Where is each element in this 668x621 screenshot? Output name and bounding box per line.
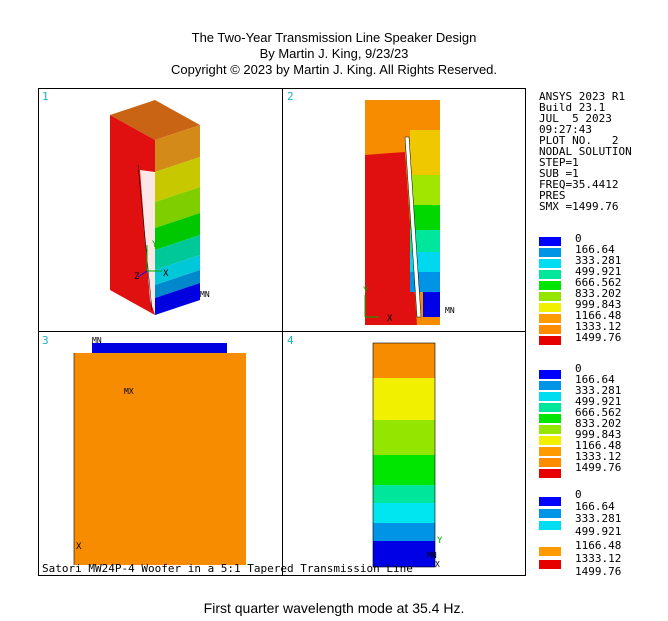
legend-2-value-2: 333.281 <box>575 384 622 397</box>
legend-3-swatch-0 <box>539 497 561 506</box>
plot-number-3: 3 <box>42 334 49 347</box>
legend-1-swatch-9 <box>539 336 561 345</box>
legend-2-swatch-4 <box>539 414 561 423</box>
info-line-5: PLOT NO. 2 <box>539 134 619 147</box>
info-line-10: PRES <box>539 189 566 202</box>
plot-3-axis-x: X <box>76 542 82 552</box>
info-line-2: Build 23.1 <box>539 101 606 114</box>
legend-1-value-1: 166.64 <box>575 243 615 256</box>
plot-1-axis-y: Y <box>152 240 158 250</box>
legend-1-value-3: 499.921 <box>575 265 622 278</box>
legend-1-value-8: 1333.12 <box>575 320 622 333</box>
plot-number-1: 1 <box>42 90 49 103</box>
title-line-2: By Martin J. King, 9/23/23 <box>259 46 409 61</box>
legend-1-value-5: 833.202 <box>575 287 622 300</box>
plot-2-section-view: Y X MN <box>363 100 455 325</box>
legend-1-swatch-8 <box>539 325 561 334</box>
info-line-11: SMX =1499.76 <box>539 200 619 213</box>
plot-number-2: 2 <box>287 90 294 103</box>
figure-caption: First quarter wavelength mode at 35.4 Hz… <box>203 600 465 616</box>
legend-1-swatch-0 <box>539 237 561 246</box>
legend-3-swatch-7 <box>539 547 561 556</box>
legend-2-swatch-9 <box>539 469 561 478</box>
plot-1-axis-z: Z <box>134 272 140 282</box>
plot-1-axis-x: X <box>163 269 169 279</box>
plot-divider-vertical <box>282 88 283 576</box>
plot-number-4: 4 <box>287 334 294 347</box>
legend-2-swatch-5 <box>539 425 561 434</box>
legend-3-swatch-2 <box>539 521 561 530</box>
box-top-face <box>110 100 200 140</box>
legend-1-swatch-2 <box>539 259 561 268</box>
title-line-1: The Two-Year Transmission Line Speaker D… <box>191 30 477 45</box>
plot-4-mn-tag: MN <box>427 551 437 560</box>
legend-3-value-1: 166.64 <box>575 500 615 513</box>
legend-1-value-7: 1166.48 <box>575 309 622 322</box>
legend-1-value-4: 666.562 <box>575 276 622 289</box>
legend-3-value-4: 1166.48 <box>575 539 622 552</box>
legend-2-swatch-6 <box>539 436 561 445</box>
plot-1-mn-tag: MN <box>200 290 210 299</box>
legend-3-value-0: 0 <box>575 488 582 501</box>
legend-3-value-3: 499.921 <box>575 525 622 538</box>
legend-1-swatch-6 <box>539 303 561 312</box>
legend-1-swatch-7 <box>539 314 561 323</box>
legend-2-swatch-8 <box>539 458 561 467</box>
plot-2-axis-x: X <box>387 314 393 324</box>
info-line-6: NODAL SOLUTION <box>539 145 632 158</box>
plot-subtitle: Satori MW24P-4 Woofer in a 5:1 Tapered T… <box>42 562 413 575</box>
legend-3-swatch-9 <box>539 560 561 569</box>
plot-4-axis-x: X <box>435 560 440 569</box>
legend-2-value-4: 666.562 <box>575 406 622 419</box>
legend-1-swatch-5 <box>539 292 561 301</box>
info-line-9: FREQ=35.4412 <box>539 178 619 191</box>
legend-2-value-9: 1499.76 <box>575 461 622 474</box>
legend-2-value-8: 1333.12 <box>575 450 622 463</box>
legend-1-value-9: 1499.76 <box>575 331 622 344</box>
plot-divider-horizontal <box>38 331 526 332</box>
info-line-1: ANSYS 2023 R1 <box>539 90 626 103</box>
legend-2-value-6: 999.843 <box>575 428 622 441</box>
plot-2-axis-y: Y <box>363 286 369 296</box>
legend-2-swatch-2 <box>539 392 561 401</box>
title-line-3: Copyright © 2023 by Martin J. King. All … <box>170 62 498 77</box>
legend-2-value-7: 1166.48 <box>575 439 622 452</box>
plot-3-mx-tag: MX <box>124 387 134 396</box>
legend-3-value-5: 1333.12 <box>575 552 622 565</box>
plot-4-back-view: Y MN X <box>372 342 443 569</box>
legend-3-value-6: 1499.76 <box>575 565 622 578</box>
legend-1-value-2: 333.281 <box>575 254 622 267</box>
plot-1-isometric-view: Y X Z MN <box>110 100 210 315</box>
legend-1-value-0: 0 <box>575 232 582 245</box>
info-line-4: 09:27:43 <box>539 123 592 136</box>
legend-3-value-2: 333.281 <box>575 512 622 525</box>
legend-2-swatch-7 <box>539 447 561 456</box>
legend-2-value-5: 833.202 <box>575 417 622 430</box>
box-left-face <box>110 115 155 315</box>
legend-2-swatch-3 <box>539 403 561 412</box>
info-line-8: SUB =1 <box>539 167 579 180</box>
plot-4-axis-y: Y <box>437 536 443 546</box>
plot-3-front-view: MN MX X <box>73 336 246 565</box>
legend-2-value-0: 0 <box>575 362 582 375</box>
legend-2-value-3: 499.921 <box>575 395 622 408</box>
legend-1-swatch-3 <box>539 270 561 279</box>
legend-1-value-6: 999.843 <box>575 298 622 311</box>
plot-2-mn-tag: MN <box>445 306 455 315</box>
legend-1-swatch-1 <box>539 248 561 257</box>
legend-1-swatch-4 <box>539 281 561 290</box>
legend-3-swatch-1 <box>539 509 561 518</box>
info-line-7: STEP=1 <box>539 156 579 169</box>
legend-2-value-1: 166.64 <box>575 373 615 386</box>
info-line-3: JUL 5 2023 <box>539 112 612 125</box>
plot-3-mn-tag: MN <box>92 336 102 345</box>
legend-2-swatch-1 <box>539 381 561 390</box>
legend-2-swatch-0 <box>539 370 561 379</box>
